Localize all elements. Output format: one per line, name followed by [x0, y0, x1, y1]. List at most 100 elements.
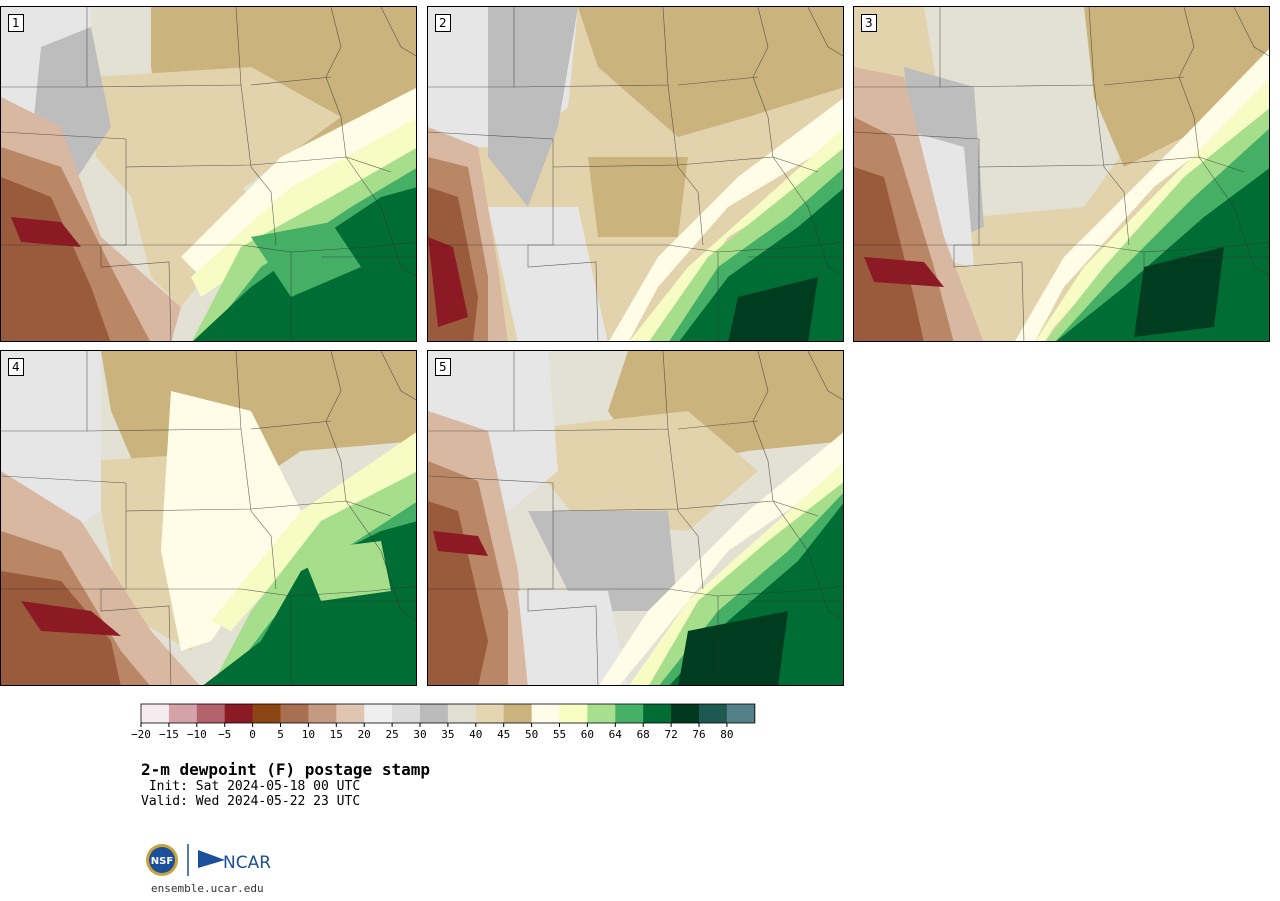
state-border: [1, 475, 127, 590]
dewpoint-region: [1, 177, 111, 341]
colorbar-swatch: [503, 704, 532, 723]
map-panel-4: 4: [0, 350, 417, 686]
colorbar-swatch: [671, 704, 700, 723]
panel-label: 2: [435, 14, 451, 32]
state-border: [1233, 7, 1269, 57]
state-border: [100, 589, 172, 685]
colorbar-swatch: [615, 704, 644, 723]
colorbar-tick-label: 45: [497, 728, 510, 741]
colorbar-swatch: [726, 704, 756, 723]
panel-label: 4: [8, 358, 24, 376]
dewpoint-region: [428, 237, 468, 327]
state-border: [86, 7, 252, 168]
state-border: [1, 131, 127, 246]
dewpoint-region: [864, 257, 944, 287]
dewpoint-region: [301, 541, 391, 601]
state-border: [1103, 76, 1269, 277]
map-panel-5: 5: [427, 350, 844, 686]
colorbar-swatch: [475, 704, 505, 723]
colorbar-tick-label: 50: [525, 728, 538, 741]
colorbar-swatch: [559, 704, 588, 723]
state-border: [428, 475, 554, 590]
colorbar-tick-label: 25: [385, 728, 398, 741]
state-border: [250, 420, 416, 621]
state-border: [86, 351, 252, 512]
dewpoint-region: [528, 511, 678, 611]
dewpoint-region: [588, 157, 688, 237]
colorbar: −20 −15 −10 −5 0 5 10 15 20 25 30 35 40 45 50 55 60 64 68 7…: [131, 703, 756, 741]
nsf-ncar-logo: NSF NCAR: [146, 844, 271, 876]
state-border: [939, 7, 1105, 168]
dewpoint-region: [21, 601, 121, 636]
colorbar-swatch: [168, 704, 198, 723]
dewpoint-map: [428, 7, 843, 341]
dewpoint-region: [678, 611, 788, 685]
colorbar-swatch: [141, 704, 170, 723]
colorbar-swatch: [392, 704, 421, 723]
panel-label: 1: [8, 14, 24, 32]
chart-title: 2-m dewpoint (F) postage stamp: [141, 760, 430, 779]
colorbar-tick-label: 76: [692, 728, 705, 741]
state-border: [677, 76, 843, 277]
dewpoint-region: [251, 222, 361, 297]
colorbar-tick-label: 35: [441, 728, 454, 741]
colorbar-swatch: [336, 704, 365, 723]
panel-label: 3: [861, 14, 877, 32]
dewpoint-region: [1035, 79, 1269, 341]
colorbar-tick-label: −10: [187, 728, 207, 741]
colorbar-tick-label: 5: [277, 728, 284, 741]
state-border: [854, 131, 980, 246]
map-panel-1: 1: [0, 6, 417, 342]
dewpoint-region: [1084, 7, 1269, 167]
state-border: [325, 351, 392, 517]
state-border: [250, 76, 416, 277]
state-border: [380, 351, 416, 401]
state-border: [807, 351, 843, 401]
dewpoint-region: [599, 432, 843, 685]
dewpoint-region: [854, 167, 924, 341]
state-border: [100, 245, 172, 341]
dewpoint-region: [609, 98, 843, 341]
state-border: [752, 7, 819, 173]
dewpoint-region: [161, 391, 301, 651]
colorbar-tick-label: 10: [302, 728, 315, 741]
state-border: [677, 420, 843, 621]
colorbar-tick-label: 64: [609, 728, 623, 741]
colorbar-tick-label: 15: [330, 728, 343, 741]
dewpoint-region: [578, 7, 843, 137]
state-border: [807, 7, 843, 57]
colorbar-swatch: [447, 704, 477, 723]
colorbar-tick-label: −20: [131, 728, 151, 741]
colorbar-swatch: [364, 704, 393, 723]
dewpoint-region: [488, 7, 578, 207]
state-border: [527, 245, 599, 341]
dewpoint-region: [1134, 247, 1224, 337]
map-panel-2: 2: [427, 6, 844, 342]
state-border: [752, 351, 819, 517]
init-time: Init: Sat 2024-05-18 00 UTC: [141, 779, 361, 794]
colorbar-tick-label: 60: [581, 728, 594, 741]
colorbar-tick-label: 0: [249, 728, 256, 741]
colorbar-swatch: [196, 704, 226, 723]
dewpoint-region: [508, 411, 758, 531]
dewpoint-region: [518, 591, 628, 685]
colorbar-tick-label: 40: [469, 728, 482, 741]
dewpoint-region: [1015, 49, 1269, 341]
colorbar-tick-label: 55: [553, 728, 566, 741]
colorbar-swatch: [587, 704, 616, 723]
state-border: [513, 7, 679, 168]
dewpoint-region: [488, 207, 608, 341]
dewpoint-map: [428, 351, 843, 685]
colorbar-swatch: [224, 704, 253, 723]
colorbar-tick-label: 72: [664, 728, 677, 741]
dewpoint-region: [181, 88, 416, 277]
state-border: [513, 351, 679, 512]
dewpoint-region: [728, 277, 818, 341]
colorbar-swatch: [420, 704, 449, 723]
state-border: [325, 7, 392, 173]
state-border: [953, 245, 1025, 341]
colorbar-swatch: [280, 704, 309, 723]
dewpoint-region: [433, 531, 488, 556]
state-border: [527, 589, 599, 685]
dewpoint-region: [121, 147, 261, 307]
